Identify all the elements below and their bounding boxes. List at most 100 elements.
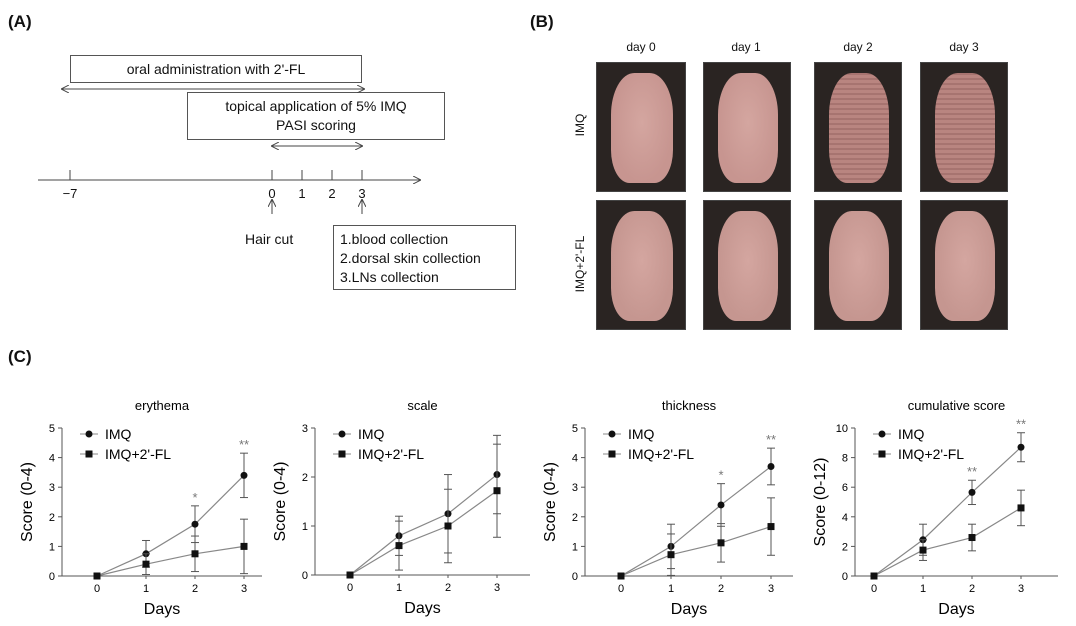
score-charts: erythema 0 1 2 3 4 5 0 1 2 3 Days Score (0-4) IMQ IMQ+… — [19, 398, 1058, 618]
y-tick-label: 4 — [572, 453, 578, 465]
day-label: day 0 — [626, 40, 656, 54]
series-line — [96, 545, 245, 577]
timeline-tick: 3 — [358, 186, 366, 201]
y-tick-label: 2 — [572, 512, 578, 524]
x-tick-label: 3 — [768, 583, 774, 595]
significance-mark: ** — [967, 464, 977, 479]
y-tick-label: 0 — [302, 570, 308, 582]
data-point — [444, 522, 452, 530]
x-tick-label: 1 — [668, 583, 674, 595]
significance-mark: * — [718, 468, 723, 483]
chart-title: scale — [407, 398, 437, 413]
data-point — [919, 546, 927, 554]
timeline-tick: −7 — [62, 186, 78, 201]
row-label-imq-2fl: IMQ+2'-FL — [573, 235, 587, 293]
legend-marker — [338, 430, 346, 438]
x-axis-label: Days — [938, 601, 974, 618]
x-tick-label: 2 — [192, 583, 198, 595]
series-line — [349, 474, 498, 576]
chart-thickness: thickness 0 1 2 3 4 5 0 1 2 3 Days Score (0-4) IMQ IMQ… — [542, 398, 793, 618]
y-tick-label: 10 — [836, 423, 848, 435]
y-tick-label: 0 — [49, 571, 55, 583]
chart-cumulative-score: cumulative score 0 2 4 6 8 10 0 1 2 3 Days Score (0-… — [812, 398, 1058, 618]
x-axis-label: Days — [144, 601, 180, 618]
series-line — [96, 474, 245, 577]
y-axis-label: Score (0-4) — [19, 462, 36, 542]
y-tick-label: 3 — [49, 482, 55, 494]
timeline-tick: 0 — [268, 186, 276, 201]
y-tick-label: 6 — [842, 482, 848, 494]
y-tick-label: 1 — [572, 541, 578, 553]
mouse-dorsal-skin-photo — [703, 62, 791, 192]
y-axis-label: Score (0-12) — [812, 458, 829, 547]
data-point — [240, 471, 248, 479]
mouse-dorsal-skin-photo — [596, 62, 686, 192]
x-tick-label: 1 — [396, 582, 402, 594]
data-point — [240, 542, 248, 550]
x-tick-label: 2 — [718, 583, 724, 595]
data-point — [142, 560, 150, 568]
significance-mark: ** — [766, 432, 776, 447]
collection-box: 1.blood collection 2.dorsal skin collect… — [333, 225, 516, 290]
data-point — [717, 501, 725, 509]
topical-line-2: PASI scoring — [276, 117, 356, 133]
chart-title: thickness — [662, 398, 717, 413]
legend-marker — [878, 450, 886, 458]
y-tick-label: 2 — [302, 472, 308, 484]
legend-label: IMQ+2'-FL — [898, 446, 964, 462]
x-tick-label: 0 — [94, 583, 100, 595]
data-point — [870, 572, 878, 580]
x-axis-label: Days — [404, 600, 440, 617]
mouse-dorsal-skin-photo — [703, 200, 791, 330]
x-tick-label: 1 — [920, 583, 926, 595]
legend-label: IMQ+2'-FL — [628, 446, 694, 462]
y-tick-label: 1 — [302, 521, 308, 533]
series-line — [873, 507, 1022, 577]
data-point — [93, 572, 101, 580]
topical-line-1: topical application of 5% IMQ — [225, 98, 407, 114]
legend-label: IMQ — [628, 426, 655, 442]
legend-label: IMQ — [898, 426, 925, 442]
panel-a-label: (A) — [8, 12, 32, 31]
mouse-dorsal-skin-photo — [920, 62, 1008, 192]
y-tick-label: 8 — [842, 453, 848, 465]
y-tick-label: 3 — [572, 482, 578, 494]
x-tick-label: 0 — [618, 583, 624, 595]
data-point — [617, 572, 625, 580]
series-line — [620, 525, 772, 577]
mouse-dorsal-skin-photo — [814, 200, 902, 330]
y-axis-label: Score (0-4) — [542, 462, 559, 542]
y-tick-label: 5 — [49, 423, 55, 435]
timeline-tick: 1 — [298, 186, 306, 201]
x-tick-label: 0 — [347, 582, 353, 594]
data-point — [667, 551, 675, 559]
data-point — [968, 534, 976, 542]
data-point — [1017, 443, 1025, 451]
oral-administration-box: oral administration with 2'-FL — [70, 55, 362, 83]
timeline-diagram — [38, 0, 530, 214]
topical-application-box: topical application of 5% IMQ PASI scori… — [187, 92, 445, 140]
series-line — [349, 490, 498, 576]
data-point — [191, 550, 199, 558]
y-axis-label: Score (0-4) — [272, 461, 289, 541]
data-point — [717, 539, 725, 547]
day-label: day 2 — [843, 40, 873, 54]
day-label: day 3 — [949, 40, 979, 54]
y-tick-label: 1 — [49, 541, 55, 553]
data-point — [767, 523, 775, 531]
data-point — [767, 462, 775, 470]
collection-item: 2.dorsal skin collection — [340, 250, 481, 266]
panel-c-label: (C) — [8, 347, 32, 366]
collection-item: 1.blood collection — [340, 231, 449, 247]
y-tick-label: 5 — [572, 423, 578, 435]
y-tick-label: 2 — [842, 541, 848, 553]
hair-cut-label: Hair cut — [245, 231, 294, 247]
x-axis-label: Days — [671, 601, 707, 618]
data-point — [346, 571, 354, 579]
panel-b-label: (B) — [530, 12, 554, 31]
chart-title: cumulative score — [908, 398, 1006, 413]
x-tick-label: 1 — [143, 583, 149, 595]
legend-marker — [608, 450, 616, 458]
significance-mark: * — [192, 490, 197, 505]
